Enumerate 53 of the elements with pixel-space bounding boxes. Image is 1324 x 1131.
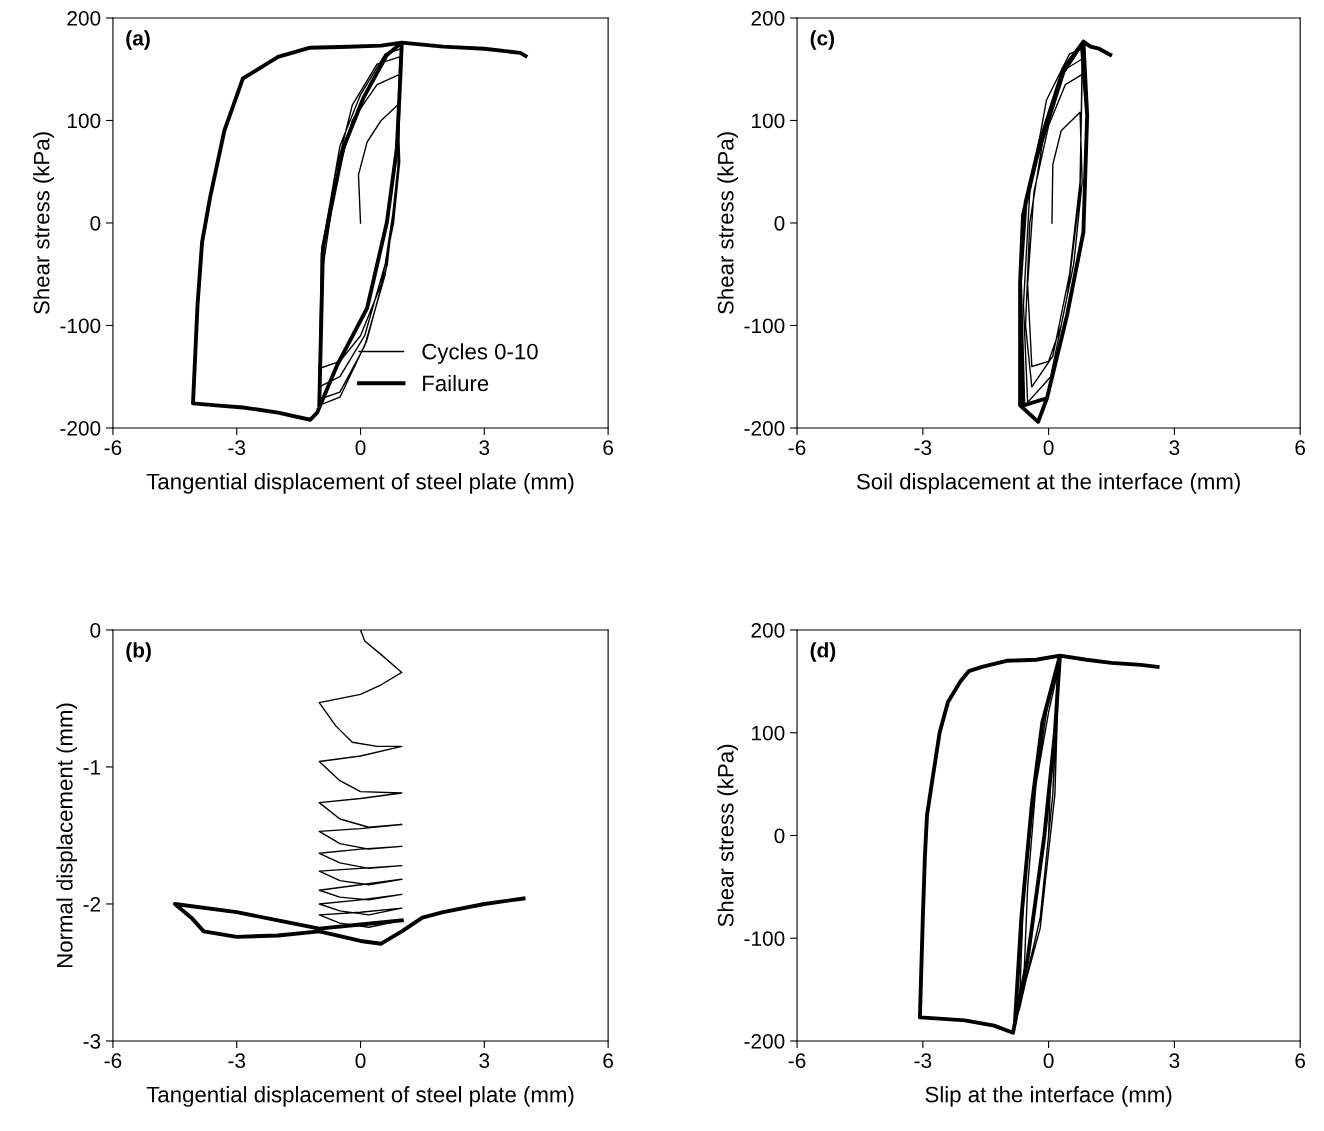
legend-label: Cycles 0-10 [422,343,538,364]
y-tick-label: 200 [67,10,101,26]
x-tick-label: 3 [1169,1053,1180,1069]
y-tick-label: 200 [751,622,785,638]
x-axis-title: Tangential displacement of steel plate (mm) [146,473,574,494]
annotation: (a) [126,30,150,50]
legend-label: Failure [423,374,489,392]
y-tick-label: -3 [83,1033,101,1049]
x-tick-label: 0 [355,1053,366,1069]
y-tick-label: -200 [744,1033,785,1049]
y-axis-title: Shear stress (kPa) [717,132,738,314]
x-tick-label: -6 [104,440,122,456]
y-tick-label: -200 [744,420,785,436]
x-tick-label: 0 [355,440,366,456]
y-tick-label: 100 [67,113,101,129]
y-tick-label: 200 [751,10,785,26]
x-tick-label: -6 [788,1053,806,1069]
x-axis-title: Slip at the interface (mm) [925,1086,1172,1107]
y-axis-title: Normal displacement (mm) [56,703,78,967]
y-axis-title: Shear stress (kPa) [33,132,54,314]
x-tick-label: -6 [788,440,806,456]
x-tick-label: -3 [914,440,932,456]
y-tick-label: 0 [774,828,785,844]
x-tick-label: 6 [1295,1053,1306,1069]
y-tick-label: -100 [744,318,785,334]
y-tick-label: -100 [60,318,101,334]
x-tick-label: -6 [104,1053,122,1069]
x-tick-label: -3 [228,440,246,456]
x-axis-title: Soil displacement at the interface (mm) [856,473,1240,494]
x-tick-label: 6 [603,440,613,456]
y-tick-label: 100 [752,725,785,741]
y-tick-label: 0 [90,215,101,231]
x-tick-label: 6 [603,1053,613,1069]
annotation: (b) [126,642,151,662]
x-axis-title: Tangential displacement of steel plate (mm) [146,1086,574,1107]
y-tick-label: -200 [60,420,101,436]
y-axis-title: Shear stress (kPa) [717,744,738,927]
y-tick-label: -2 [83,896,101,912]
annotation: (c) [810,30,835,50]
x-tick-label: 0 [1043,1053,1054,1069]
y-tick-label: -100 [744,931,785,946]
x-tick-label: 3 [479,440,490,456]
y-tick-label: 100 [752,113,785,129]
x-tick-label: 0 [1043,440,1054,456]
x-tick-label: 3 [479,1053,490,1069]
x-tick-label: 3 [1169,440,1180,456]
y-tick-label: 0 [774,215,785,231]
x-tick-label: -3 [228,1053,246,1069]
x-tick-label: 6 [1295,440,1306,456]
x-tick-label: -3 [914,1053,932,1069]
annotation: (d) [810,642,836,662]
y-tick-label: 0 [90,622,101,638]
y-tick-label: -1 [83,760,101,775]
